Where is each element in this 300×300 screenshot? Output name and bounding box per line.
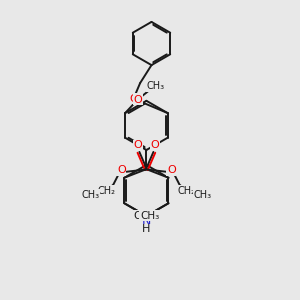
Text: O: O [134, 140, 142, 150]
Text: CH₃: CH₃ [140, 211, 159, 221]
Text: CH₃: CH₃ [194, 190, 212, 200]
Text: O: O [151, 140, 159, 150]
Text: O: O [117, 165, 126, 175]
Text: CH₃: CH₃ [147, 81, 165, 91]
Text: CH₂: CH₂ [177, 186, 195, 196]
Text: H: H [142, 224, 151, 235]
Text: O: O [134, 94, 142, 105]
Text: CH₃: CH₃ [81, 190, 99, 200]
Text: CH₃: CH₃ [134, 211, 153, 221]
Text: N: N [142, 215, 151, 228]
Text: O: O [167, 165, 176, 175]
Text: O: O [129, 94, 138, 104]
Text: CH₂: CH₂ [98, 186, 116, 196]
